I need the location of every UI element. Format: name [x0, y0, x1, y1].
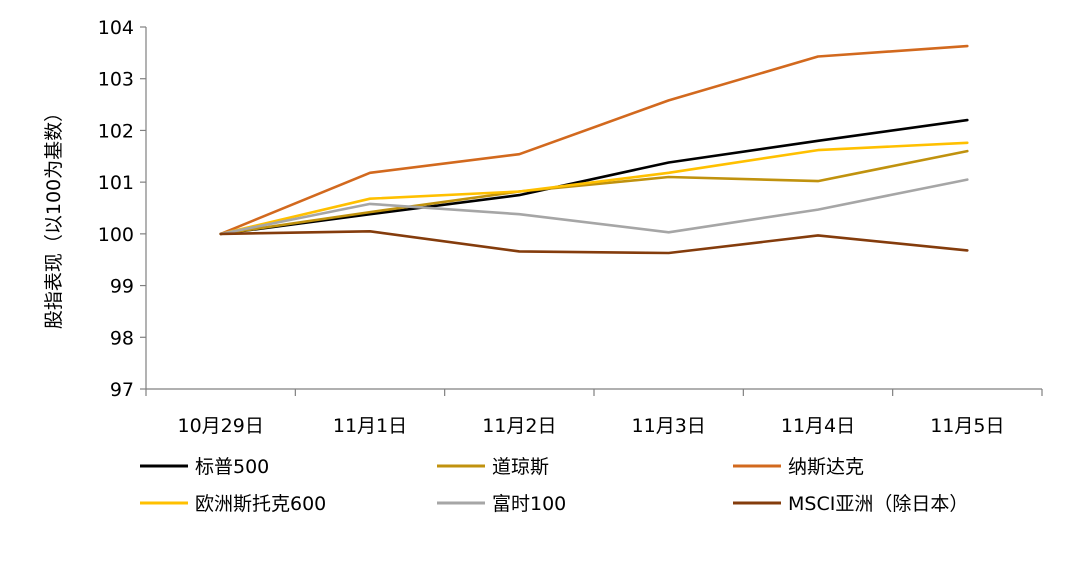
series-line-0: [219, 118, 969, 236]
legend-label: 欧洲斯托克600: [195, 493, 326, 515]
series-line-3: [219, 141, 969, 236]
y-axis-tick-labels: 97 98 99 100 101 102 103 104: [98, 17, 134, 401]
legend-label: 纳斯达克: [788, 456, 864, 478]
y-tick-label: 99: [110, 276, 134, 298]
x-tick-label: 11月5日: [930, 415, 1004, 437]
series-line-4: [219, 178, 969, 236]
y-tick-label: 102: [98, 120, 134, 142]
y-tick-label: 104: [98, 17, 134, 39]
y-axis-title: 股指表现（以100为基数）: [43, 103, 65, 329]
chart-axes: [140, 26, 1043, 396]
x-tick-label: 11月2日: [482, 415, 556, 437]
series-line-1: [219, 149, 969, 236]
x-tick-label: 11月4日: [781, 415, 855, 437]
y-tick-label: 100: [98, 224, 134, 246]
y-tick-label: 98: [110, 327, 134, 349]
x-tick-label: 11月1日: [333, 415, 407, 437]
legend-label: 道琼斯: [492, 456, 549, 478]
legend-label: MSCI亚洲（除日本）: [788, 493, 968, 515]
x-tick-label: 11月3日: [632, 415, 706, 437]
legend-label: 标普500: [195, 456, 269, 478]
y-tick-label: 101: [98, 172, 134, 194]
y-tick-label: 103: [98, 69, 134, 91]
chart-series: [219, 44, 969, 255]
x-tick-label: 10月29日: [177, 415, 263, 437]
series-line-5: [219, 230, 969, 255]
series-line-2: [219, 44, 969, 236]
x-axis-tick-labels: 10月29日 11月1日 11月2日 11月3日 11月4日 11月5日: [177, 415, 1004, 437]
y-tick-label: 97: [110, 379, 134, 401]
legend-label: 富时100: [492, 493, 566, 515]
